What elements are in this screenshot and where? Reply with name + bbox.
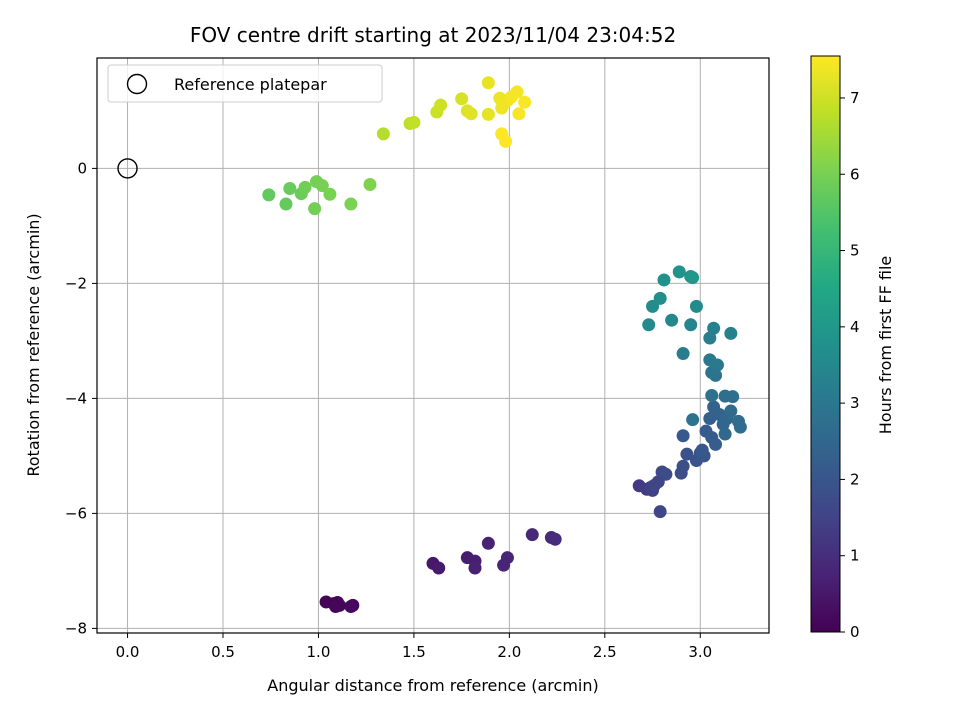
data-point <box>525 528 539 542</box>
data-point <box>718 427 732 441</box>
grid-lines <box>97 58 769 633</box>
x-tick-label: 1.5 <box>402 643 426 661</box>
colorbar-tick-label: 1 <box>850 547 860 565</box>
data-point <box>709 437 723 451</box>
data-point <box>705 389 719 403</box>
colorbar-ticks: 0 1 2 3 4 5 6 7 <box>840 89 860 641</box>
data-point <box>434 98 448 112</box>
reference-platepar-marker <box>117 158 138 179</box>
colorbar-label: Hours from first FF file <box>876 256 895 435</box>
colorbar-tick-label: 6 <box>850 165 860 183</box>
data-point <box>481 76 495 90</box>
reference-marker-group <box>117 158 138 179</box>
data-point <box>464 107 478 121</box>
data-point <box>684 318 698 332</box>
data-point <box>344 600 358 614</box>
y-axis-label: Rotation from reference (arcmin) <box>24 213 43 476</box>
data-point <box>510 85 524 99</box>
colorbar-tick-label: 3 <box>850 394 860 412</box>
x-tick-label: 0.5 <box>211 643 235 661</box>
x-tick-label: 2.5 <box>593 643 617 661</box>
x-tick-label: 2.0 <box>497 643 521 661</box>
colorbar <box>810 55 841 633</box>
legend: Reference platepar <box>107 64 383 103</box>
chart-title: FOV centre drift starting at 2023/11/04 … <box>190 23 676 47</box>
data-point <box>363 178 377 191</box>
data-point <box>518 95 532 109</box>
y-tick-label: −8 <box>65 619 87 637</box>
y-tick-label: 0 <box>77 159 87 177</box>
data-point <box>653 505 667 519</box>
data-point <box>703 353 717 367</box>
legend-box <box>107 64 383 103</box>
colorbar-tick-label: 0 <box>850 623 860 641</box>
data-point <box>512 107 526 121</box>
data-point <box>665 313 679 327</box>
data-point <box>642 318 656 332</box>
data-point <box>733 420 747 434</box>
data-point <box>329 600 343 614</box>
data-point <box>695 443 709 457</box>
data-point <box>686 271 700 285</box>
data-point <box>657 273 671 287</box>
legend-reference-symbol <box>126 73 148 95</box>
data-point <box>500 551 514 565</box>
data-point <box>308 202 322 216</box>
data-point <box>323 187 337 201</box>
data-point <box>344 197 358 211</box>
x-tick-label: 3.0 <box>688 643 712 661</box>
data-point <box>718 389 732 403</box>
colorbar-tick-label: 2 <box>850 470 860 488</box>
data-point <box>672 265 686 279</box>
data-point <box>279 197 293 211</box>
x-tick-label: 0.0 <box>116 643 140 661</box>
data-point <box>407 115 421 129</box>
data-point <box>676 459 690 473</box>
data-point <box>689 299 703 313</box>
data-point <box>298 180 312 194</box>
data-point <box>455 92 469 106</box>
y-tick-label: −4 <box>65 389 87 407</box>
colorbar-tick-label: 5 <box>850 242 860 260</box>
legend-entry-reference: Reference platepar <box>174 75 327 94</box>
data-point <box>315 179 329 193</box>
data-point <box>703 331 717 345</box>
x-tick-label: 1.0 <box>307 643 331 661</box>
data-point <box>499 134 513 148</box>
data-point <box>283 182 297 196</box>
data-point <box>686 413 700 427</box>
data-points <box>262 76 747 614</box>
data-point <box>468 561 482 575</box>
x-axis-label: Angular distance from reference (arcmin) <box>267 676 598 695</box>
y-tick-label: −2 <box>65 274 87 292</box>
colorbar-tick-label: 4 <box>850 318 860 336</box>
plot-frame <box>96 57 770 634</box>
data-point <box>724 404 738 418</box>
data-point <box>548 532 562 546</box>
colorbar-tick-label: 7 <box>850 89 860 107</box>
data-point <box>481 107 495 121</box>
data-point <box>653 291 667 305</box>
data-point <box>262 188 276 202</box>
data-point <box>646 299 660 313</box>
data-point <box>376 127 390 141</box>
data-point <box>481 536 495 550</box>
data-point <box>659 467 673 481</box>
y-tick-label: −6 <box>65 504 87 522</box>
x-axis-ticks: 0.0 0.5 1.0 1.5 2.0 2.5 3.0 <box>116 633 712 661</box>
data-point <box>680 447 694 461</box>
data-point <box>676 429 690 443</box>
y-axis-ticks: 0 −2 −4 −6 −8 <box>65 159 97 637</box>
data-point <box>707 321 721 335</box>
data-point <box>724 326 738 340</box>
data-point <box>676 347 690 361</box>
data-point <box>432 561 446 575</box>
